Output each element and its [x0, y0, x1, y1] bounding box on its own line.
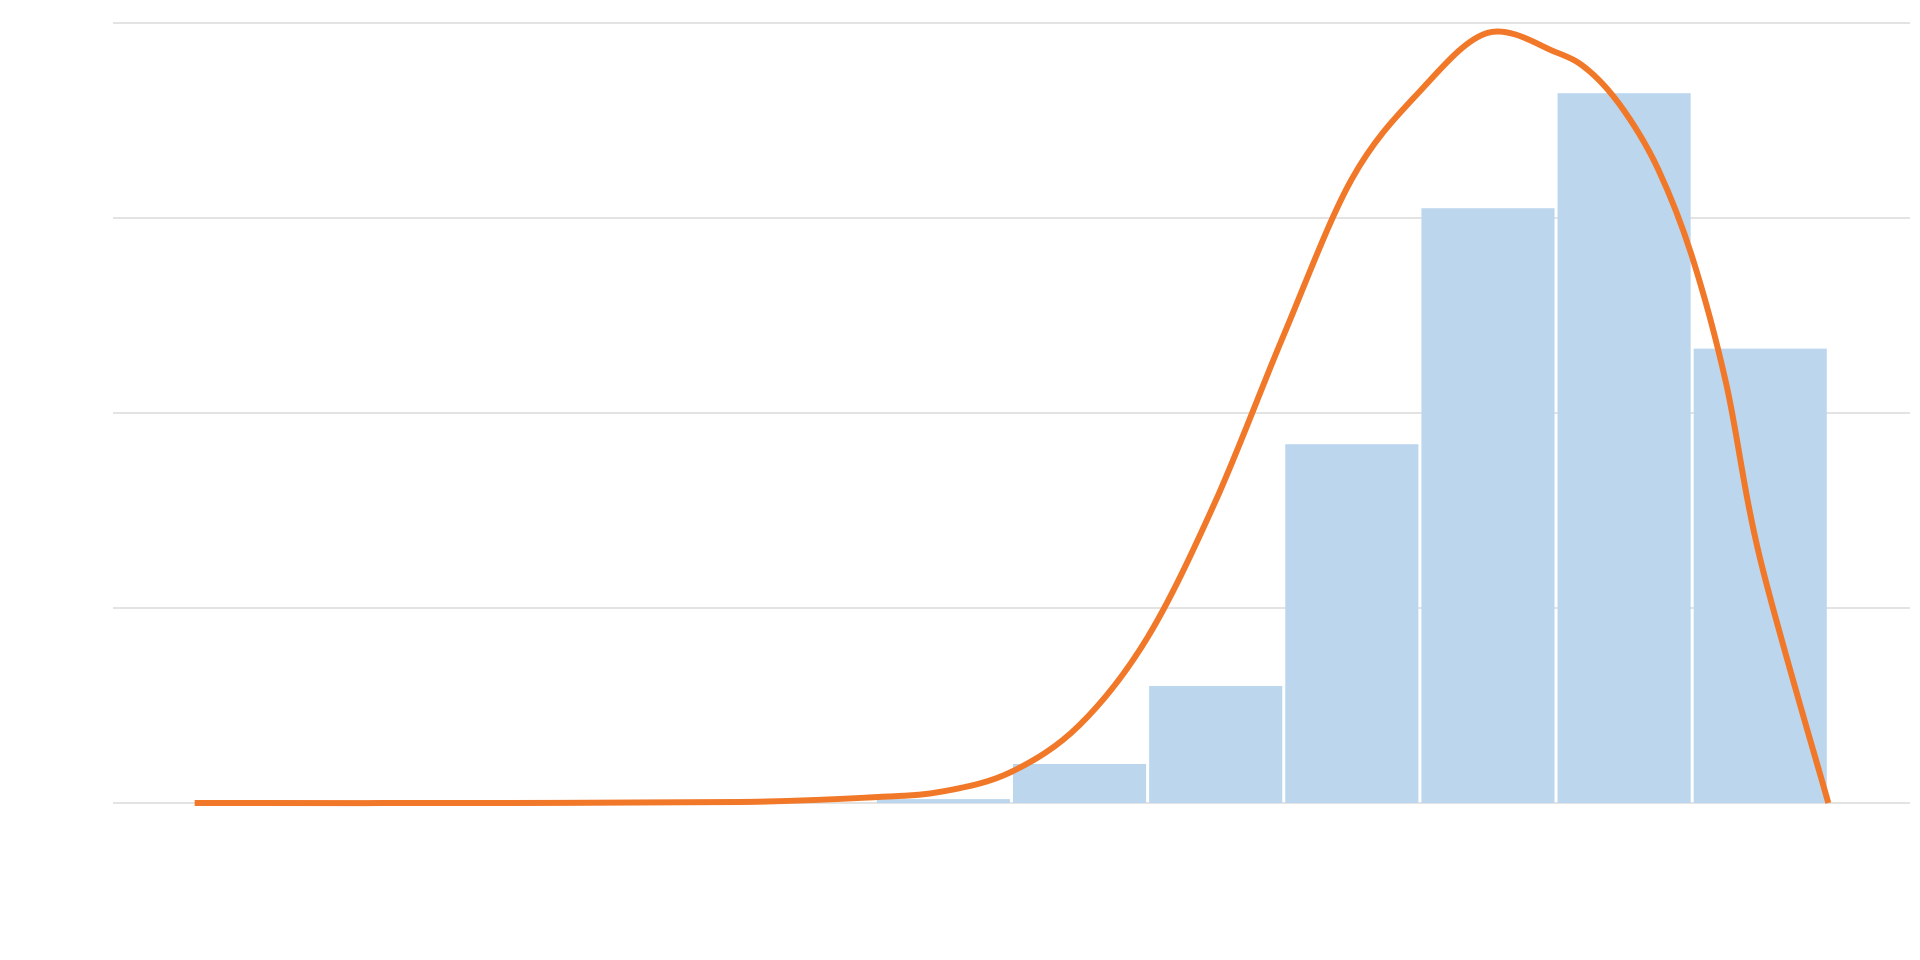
histogram-bar-8 [1285, 444, 1419, 803]
density-curve-layer [194, 28, 1832, 807]
histogram-bar-6 [1013, 764, 1147, 803]
histogram-bar-9 [1421, 208, 1555, 803]
histogram-bar-10 [1557, 93, 1691, 803]
density-curve [194, 28, 1832, 807]
histogram-bars [876, 93, 1827, 803]
histogram-bar-7 [1149, 686, 1283, 803]
histogram-bar-5 [876, 799, 1010, 803]
